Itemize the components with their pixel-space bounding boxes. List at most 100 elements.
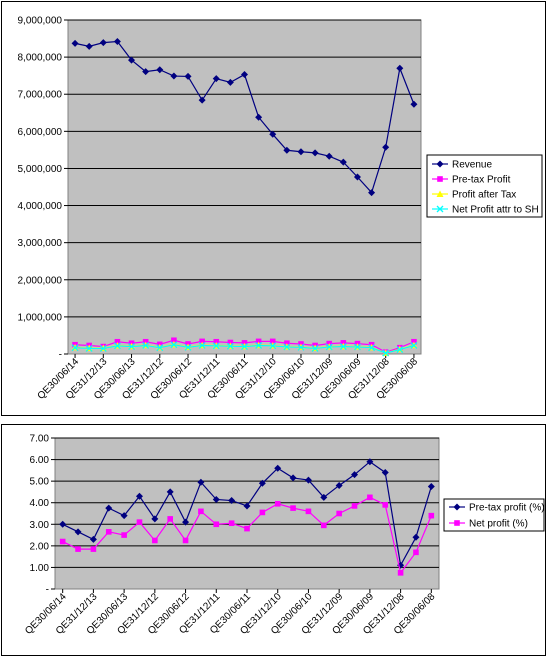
legend-marker bbox=[436, 160, 444, 168]
data-point bbox=[354, 343, 361, 351]
data-point bbox=[321, 522, 327, 529]
data-point bbox=[339, 343, 347, 351]
data-point bbox=[184, 72, 192, 80]
y-tick-label: - bbox=[59, 350, 62, 361]
data-point bbox=[274, 500, 281, 507]
data-point bbox=[128, 343, 135, 351]
data-point bbox=[75, 546, 81, 552]
data-point bbox=[396, 346, 404, 354]
data-point bbox=[274, 464, 282, 472]
data-point bbox=[255, 338, 262, 345]
y-tick-label: 3,000,000 bbox=[18, 238, 63, 249]
profit-margin-chart-panel: -1.00 2.00 3.00 4.00 5.00 6.00 7.00 QE30/06/14 Q… bbox=[1, 424, 546, 656]
data-point bbox=[297, 148, 305, 156]
data-point bbox=[197, 478, 205, 486]
data-point bbox=[382, 349, 390, 357]
data-point bbox=[244, 525, 250, 532]
data-point bbox=[396, 64, 404, 72]
y-tick-label: 8,000,000 bbox=[18, 53, 63, 64]
data-point bbox=[59, 520, 67, 528]
data-point bbox=[113, 38, 121, 46]
data-point bbox=[105, 504, 113, 512]
data-point bbox=[213, 338, 220, 345]
data-point bbox=[142, 342, 150, 349]
data-point bbox=[325, 152, 333, 160]
data-point bbox=[212, 342, 220, 350]
data-point bbox=[241, 343, 248, 351]
data-point bbox=[320, 493, 328, 501]
data-point bbox=[136, 519, 143, 525]
data-point bbox=[305, 508, 312, 515]
legend-marker bbox=[453, 503, 461, 511]
data-point bbox=[335, 481, 343, 489]
y-tick-label: 7,000,000 bbox=[18, 90, 63, 101]
data-point bbox=[85, 344, 93, 352]
y-tick-label: 7.00 bbox=[30, 434, 50, 445]
y-tick-label: 6,000,000 bbox=[18, 127, 63, 138]
data-point bbox=[212, 495, 220, 503]
data-point bbox=[410, 342, 418, 349]
legend-label: Revenue bbox=[452, 160, 492, 171]
data-point bbox=[269, 130, 277, 138]
y-tick-label: 9,000,000 bbox=[18, 16, 63, 27]
legend-marker bbox=[436, 205, 444, 213]
data-point bbox=[368, 344, 376, 352]
data-point bbox=[226, 78, 234, 86]
data-point bbox=[156, 66, 164, 74]
plot-area bbox=[54, 437, 440, 590]
data-point bbox=[255, 113, 263, 121]
data-point bbox=[121, 532, 127, 538]
legend-marker bbox=[436, 190, 444, 197]
legend-label: Profit after Tax bbox=[452, 190, 516, 201]
data-point bbox=[198, 508, 204, 515]
data-point bbox=[114, 338, 121, 345]
data-point bbox=[351, 503, 358, 509]
data-point bbox=[336, 510, 342, 517]
y-tick-label: 6.00 bbox=[30, 455, 50, 466]
legend bbox=[426, 154, 543, 218]
data-point bbox=[269, 338, 276, 345]
plot-area bbox=[67, 19, 422, 355]
data-point bbox=[283, 343, 291, 351]
legend-marker bbox=[437, 176, 443, 182]
data-point bbox=[297, 343, 305, 351]
data-point bbox=[304, 476, 312, 484]
data-point bbox=[413, 549, 419, 556]
data-point bbox=[382, 143, 390, 151]
data-point bbox=[170, 72, 178, 80]
revenue-profit-chart-panel: - 1,000,000 2,000,000 3,000,000 4,000,000 5,0… bbox=[1, 1, 546, 416]
legend-marker bbox=[454, 520, 460, 526]
data-point bbox=[120, 512, 128, 520]
data-point bbox=[128, 56, 136, 64]
revenue-profit-chart: - 1,000,000 2,000,000 3,000,000 4,000,000 5,0… bbox=[18, 16, 543, 402]
y-tick-label: 4,000,000 bbox=[18, 201, 63, 212]
data-point bbox=[427, 483, 435, 491]
data-point bbox=[198, 342, 206, 349]
y-tick-label: 2.00 bbox=[30, 541, 50, 552]
legend-label: Net Profit attr to SH bbox=[452, 205, 539, 216]
data-point bbox=[258, 479, 266, 487]
data-point bbox=[412, 533, 420, 541]
data-point bbox=[311, 344, 319, 352]
data-point bbox=[325, 343, 333, 351]
data-point bbox=[74, 528, 82, 536]
data-point bbox=[113, 342, 121, 350]
y-tick-label: 2,000,000 bbox=[18, 275, 63, 286]
data-point bbox=[428, 512, 435, 519]
data-point bbox=[226, 342, 234, 350]
data-point bbox=[351, 471, 359, 479]
data-point bbox=[167, 516, 173, 522]
y-tick-label: 5,000,000 bbox=[18, 164, 63, 175]
data-point bbox=[243, 502, 251, 510]
data-point bbox=[289, 474, 297, 482]
data-point bbox=[283, 146, 291, 154]
data-point bbox=[241, 71, 248, 79]
data-point bbox=[170, 341, 178, 349]
y-tick-label: 1.00 bbox=[30, 563, 50, 574]
data-point bbox=[90, 546, 97, 552]
data-point bbox=[182, 537, 189, 544]
data-point bbox=[381, 469, 389, 477]
legend-label: Net profit (%) bbox=[469, 519, 528, 530]
data-point bbox=[85, 42, 93, 50]
data-point bbox=[366, 458, 374, 466]
